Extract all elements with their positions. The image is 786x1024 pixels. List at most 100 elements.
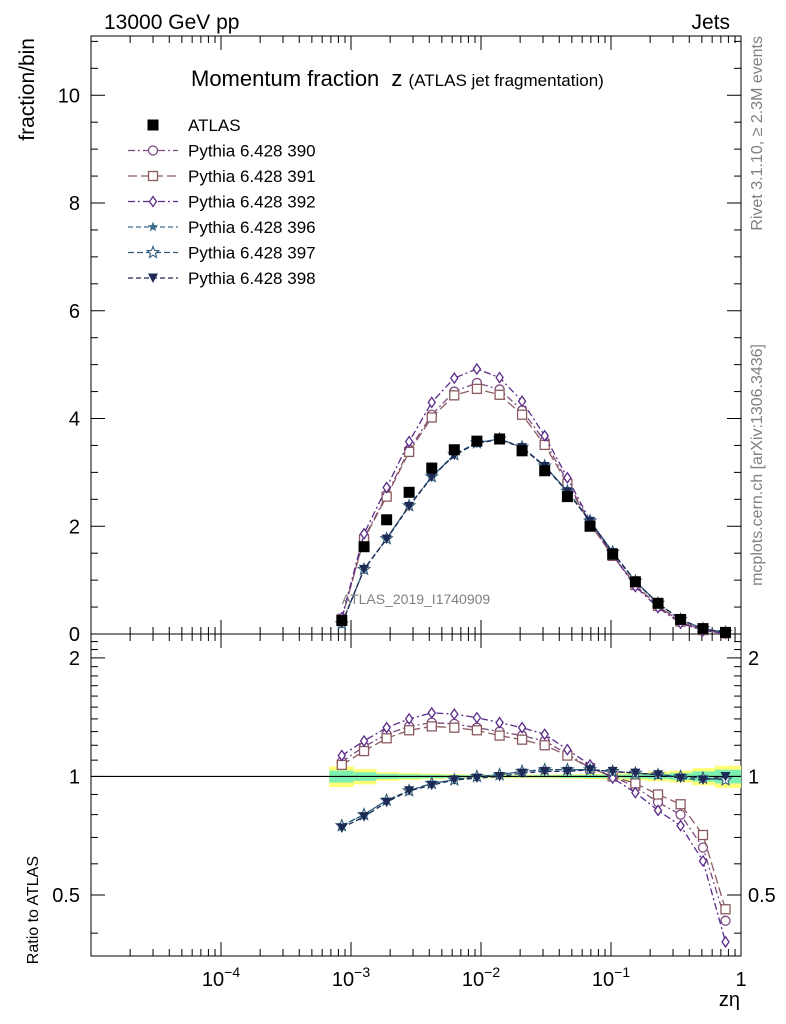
data-point-atlas xyxy=(720,626,732,638)
ratio-point-p391 xyxy=(539,740,550,751)
ratio-point-p391 xyxy=(516,734,528,745)
x-tick-label: 10−4 xyxy=(202,964,240,991)
legend-label-data: ATLAS xyxy=(188,116,241,135)
series-curves xyxy=(334,362,733,949)
uncertainty-band xyxy=(91,765,741,788)
y-tick-label: 0 xyxy=(69,624,80,646)
rivet-version-label: Rivet 3.1.10, ≥ 2.3M events xyxy=(749,36,766,231)
ratio-point-p398 xyxy=(562,766,573,777)
ratio-line-p390 xyxy=(341,721,727,921)
data-point-atlas xyxy=(358,541,370,553)
data-point-p398 xyxy=(404,501,415,512)
data-point-p392 xyxy=(449,371,459,385)
ratio-point-p391 xyxy=(403,725,415,736)
data-point-p391 xyxy=(449,390,460,401)
ratio-point-p398 xyxy=(607,766,618,777)
ratio-point-p398 xyxy=(404,786,415,796)
ratio-point-p392 xyxy=(427,706,437,720)
ratio-point-p392 xyxy=(631,786,640,799)
ratio-point-p390 xyxy=(675,809,686,820)
data-point-p392 xyxy=(404,435,414,448)
ratio-point-p398 xyxy=(630,768,641,779)
ratio-point-p391 xyxy=(449,722,460,733)
data-point-atlas xyxy=(403,486,415,498)
ratio-point-p391 xyxy=(336,759,347,771)
ratio-point-p392 xyxy=(676,819,685,832)
ratio-point-p390 xyxy=(697,842,709,853)
ratio-point-p391 xyxy=(471,725,483,736)
ratio-line-p398 xyxy=(341,769,726,829)
ratio-point-p398 xyxy=(675,773,686,784)
chart-title-symbol: z xyxy=(391,66,402,91)
ratio-point-p392 xyxy=(540,728,549,741)
legend: ATLAS Pythia 6.428 390 Pythia 6.428 391 Pyt… xyxy=(128,116,316,288)
legend-label-p398: Pythia 6.428 398 xyxy=(188,269,316,288)
ratio-point-p398 xyxy=(381,797,392,808)
legend-marker-p396 xyxy=(147,221,159,232)
ratio-point-p392 xyxy=(721,935,730,949)
ratio-y-tick-label-right: 2 xyxy=(748,648,759,670)
ratio-y-axis-label: Ratio to ATLAS xyxy=(25,856,42,964)
ratio-point-p392 xyxy=(495,716,504,729)
data-point-p391 xyxy=(516,409,528,420)
ratio-line-p397 xyxy=(341,769,726,827)
ratio-point-p392 xyxy=(653,804,663,817)
chart-title-main: Momentum fraction xyxy=(191,66,379,91)
data-point-p392 xyxy=(359,527,369,540)
x-tick-label: 10−2 xyxy=(462,964,500,991)
ratio-y-tick-label: 0.5 xyxy=(52,885,80,907)
header-left-label: 13000 GeV pp xyxy=(104,11,239,34)
data-point-p392 xyxy=(495,371,504,384)
legend-label-p391: Pythia 6.428 391 xyxy=(188,167,316,186)
ratio-point-p391 xyxy=(426,721,437,732)
ratio-point-p398 xyxy=(697,775,708,785)
y-axis-label: fraction/bin xyxy=(16,38,39,141)
data-point-p392 xyxy=(472,362,482,376)
legend-marker-p397 xyxy=(145,244,161,259)
ratio-point-p392 xyxy=(563,743,572,756)
data-point-p392 xyxy=(517,395,527,408)
data-point-p391 xyxy=(426,412,437,423)
ratio-point-p391 xyxy=(358,745,370,757)
ratio-point-p398 xyxy=(336,823,347,833)
legend-label-p392: Pythia 6.428 392 xyxy=(188,193,316,212)
data-point-atlas xyxy=(652,597,664,609)
ratio-point-p392 xyxy=(337,749,347,762)
ratio-point-p392 xyxy=(698,854,708,868)
ratio-point-p390 xyxy=(720,915,731,926)
ratio-point-p392 xyxy=(359,734,369,748)
ratio-point-p391 xyxy=(381,733,392,744)
y-tick-label: 6 xyxy=(69,301,80,323)
data-point-atlas xyxy=(494,433,506,445)
data-point-p398 xyxy=(359,564,370,575)
ratio-point-p398 xyxy=(449,775,460,785)
ratio-y-tick-label: 1 xyxy=(69,766,80,788)
series-line-p391 xyxy=(341,388,726,634)
ratio-point-p391 xyxy=(697,829,709,841)
data-point-p398 xyxy=(381,534,392,545)
data-point-p391 xyxy=(494,389,505,400)
ratio-y-tick-label-right: 1 xyxy=(748,766,759,788)
ratio-plot-frame xyxy=(90,633,742,957)
ratio-point-p391 xyxy=(652,789,664,800)
y-tick-label: 10 xyxy=(58,85,80,107)
ratio-point-p392 xyxy=(382,721,391,734)
legend-marker-p391 xyxy=(147,170,159,182)
legend-marker-data xyxy=(147,119,159,131)
data-point-atlas xyxy=(539,465,551,477)
ratio-point-p391 xyxy=(494,730,505,741)
mcplots-credit-label: mcplots.cern.ch [arXiv:1306.3436] xyxy=(749,344,766,586)
ratio-point-p391 xyxy=(720,904,731,915)
data-point-p392 xyxy=(540,429,549,442)
ratio-point-p398 xyxy=(653,770,664,780)
header-right-label: Jets xyxy=(691,11,730,34)
x-tick-label: 10−1 xyxy=(592,964,630,991)
x-tick-label: 10−3 xyxy=(332,964,370,991)
legend-label-p397: Pythia 6.428 397 xyxy=(188,244,316,263)
x-axis-label: zη xyxy=(719,989,740,1011)
data-point-atlas xyxy=(607,548,619,560)
data-point-atlas xyxy=(516,445,528,457)
legend-label-p390: Pythia 6.428 390 xyxy=(188,142,316,161)
data-point-atlas xyxy=(336,615,348,627)
